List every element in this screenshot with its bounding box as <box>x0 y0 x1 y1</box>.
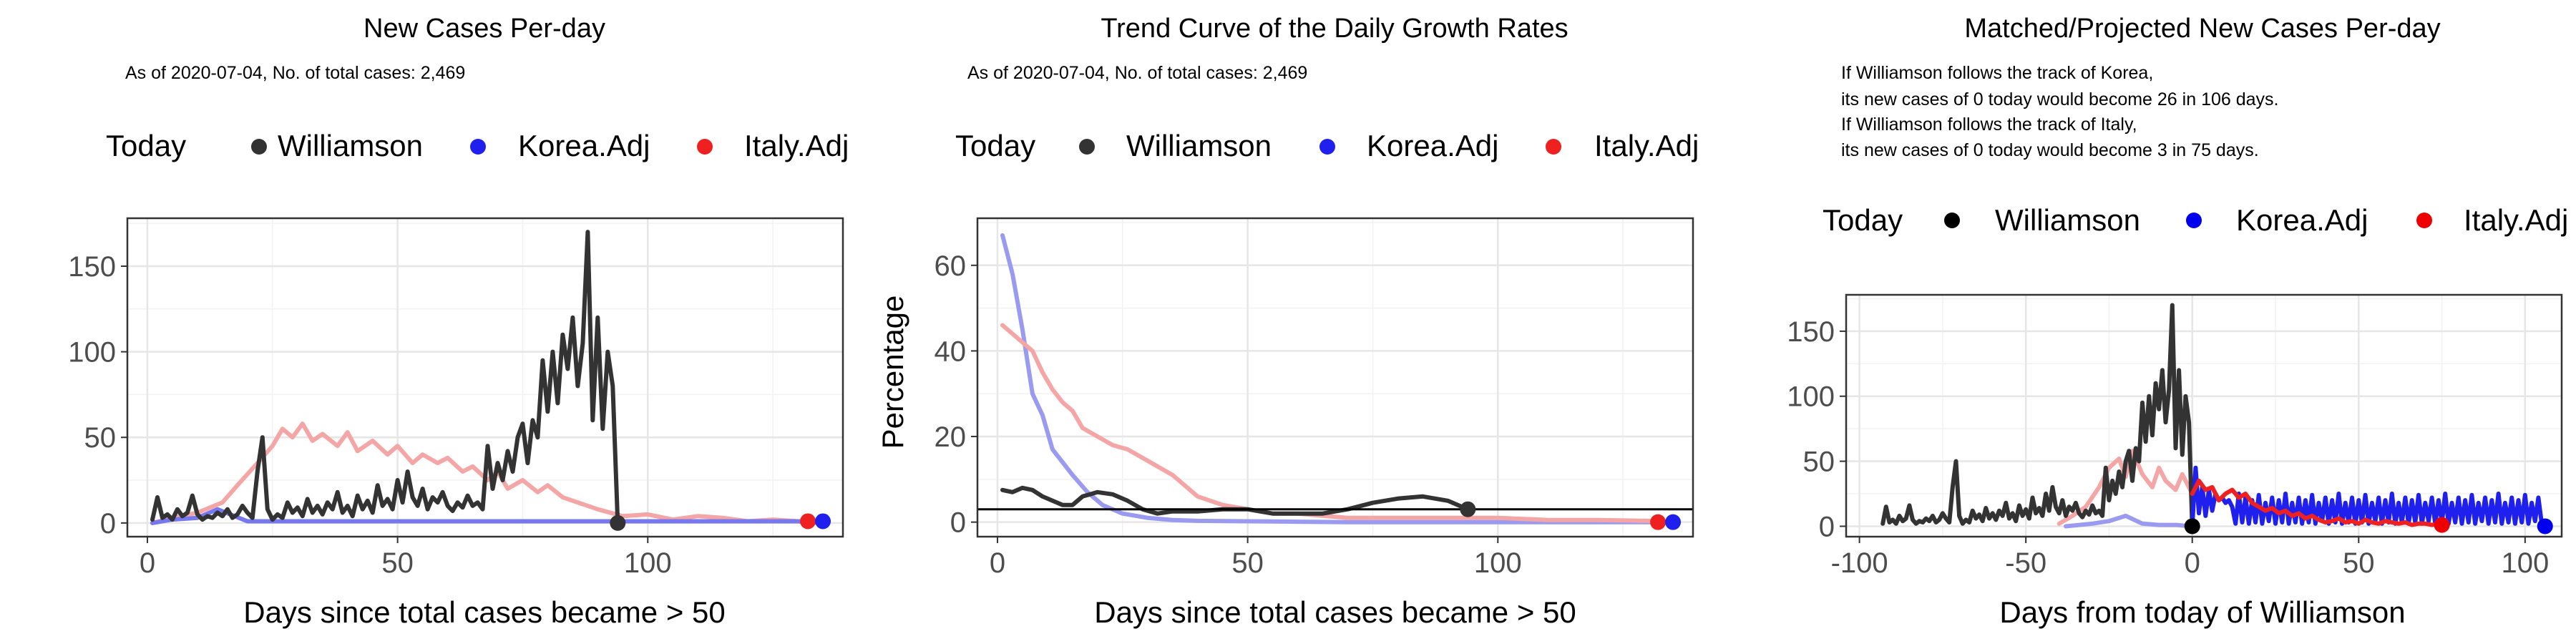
panel-subtitle-line-4: its new cases of 0 today would become 3 … <box>1841 140 2259 160</box>
series-group <box>150 230 825 525</box>
x-tick-label: 0 <box>2185 547 2200 579</box>
y-tick-label: 50 <box>84 422 117 454</box>
panel-projected-cases: Matched/Projected New Cases Per-day If W… <box>1787 14 2568 629</box>
panel-new-cases: New Cases Per-day As of 2020-07-04, No. … <box>68 14 849 629</box>
x-tick-label: 100 <box>1474 547 1522 579</box>
y-tick-label: 60 <box>935 250 967 282</box>
series-line-williamson <box>1000 485 1470 516</box>
legend-title: Today <box>955 129 1035 162</box>
legend: Today Williamson Korea.Adj Italy.Adj <box>1823 203 2568 237</box>
panel-subtitle-line-1: If Williamson follows the track of Korea… <box>1841 63 2153 83</box>
x-tick-label: -100 <box>1831 547 1888 579</box>
plot-border <box>126 217 844 538</box>
x-axis-label: Days since total cases became > 50 <box>243 595 726 629</box>
legend-label-italy: Italy.Adj <box>744 129 849 162</box>
panel-title: Trend Curve of the Daily Growth Rates <box>1101 14 1568 44</box>
series-line-italy-adj <box>150 421 820 525</box>
series-line-korea-adj <box>150 507 825 525</box>
legend-key-williamson <box>1079 139 1095 155</box>
legend-key-korea <box>470 139 486 155</box>
series-group <box>1000 233 1670 525</box>
series-group <box>1880 303 2547 529</box>
y-tick-label: 20 <box>935 421 967 453</box>
legend-key-italy <box>1546 139 1561 155</box>
plot-border <box>976 217 1694 538</box>
plot-background <box>977 218 1693 537</box>
today-marker-williamson <box>610 514 626 531</box>
series-line-italy-adj-history <box>2057 449 2195 526</box>
y-tick-label: 50 <box>1803 447 1835 478</box>
legend-title: Today <box>106 129 186 162</box>
panel-title: New Cases Per-day <box>364 14 605 44</box>
x-axis-label: Days from today of Williamson <box>1999 595 2405 629</box>
y-tick-label: 150 <box>68 251 116 283</box>
today-marker-williamson <box>1460 501 1476 517</box>
legend-key-italy <box>697 139 713 155</box>
legend-label-korea: Korea.Adj <box>518 129 650 162</box>
today-marker-italy-adj <box>2434 517 2450 533</box>
x-tick-label: 0 <box>140 547 155 579</box>
legend-label-williamson: Williamson <box>1126 129 1272 162</box>
panel-subtitle-line-2: its new cases of 0 today would become 26… <box>1841 89 2278 109</box>
series-line-korea-adj-history <box>2064 513 2195 529</box>
legend: Today Williamson Korea.Adj Italy.Adj <box>106 129 849 162</box>
y-tick-label: 40 <box>935 336 967 367</box>
series-line-italy-adj <box>2190 478 2444 527</box>
series-line-williamson <box>1880 303 2195 529</box>
x-tick-label: 100 <box>624 547 672 579</box>
x-tick-label: 50 <box>2343 547 2375 579</box>
series-line-williamson <box>150 230 620 525</box>
legend-label-williamson: Williamson <box>1995 203 2140 237</box>
plot-area: 0 50 100 0 20 40 60 <box>935 217 1694 579</box>
legend-key-williamson <box>1944 213 1960 228</box>
legend-key-italy <box>2416 213 2432 228</box>
today-marker-williamson <box>2184 518 2200 535</box>
y-tick-label: 150 <box>1787 316 1835 348</box>
legend-key-williamson <box>251 139 267 155</box>
legend-label-italy: Italy.Adj <box>1594 129 1699 162</box>
series-line-korea-adj <box>2190 465 2547 529</box>
plot-border <box>1845 293 2563 538</box>
x-tick-label: 0 <box>990 547 1005 579</box>
legend-key-korea <box>2186 213 2202 228</box>
y-tick-label: 100 <box>68 337 116 369</box>
today-marker-italy-adj <box>800 513 816 530</box>
series-line-korea-adj <box>1000 233 1670 525</box>
y-tick-label: 0 <box>1819 511 1835 542</box>
x-axis-label: Days since total cases became > 50 <box>1094 595 1576 629</box>
legend-title: Today <box>1823 203 1903 237</box>
today-marker-italy-adj <box>1650 514 1667 530</box>
legend-label-italy: Italy.Adj <box>2464 203 2568 237</box>
legend-label-korea: Korea.Adj <box>2236 203 2368 237</box>
x-tick-label: 100 <box>2501 547 2549 579</box>
y-tick-label: 0 <box>100 508 116 540</box>
legend-label-korea: Korea.Adj <box>1367 129 1498 162</box>
today-marker-korea-adj <box>2537 518 2553 535</box>
panel-growth-rates: Trend Curve of the Daily Growth Rates As… <box>876 14 1699 629</box>
legend-key-korea <box>1319 139 1335 155</box>
panel-subtitle: As of 2020-07-04, No. of total cases: 2,… <box>967 63 1307 83</box>
y-tick-label: 100 <box>1787 381 1835 413</box>
panel-title: Matched/Projected New Cases Per-day <box>1964 14 2440 44</box>
legend-label-williamson: Williamson <box>278 129 423 162</box>
plot-area: 0 50 100 0 50 100 150 <box>68 217 844 579</box>
y-tick-label: 0 <box>950 507 966 539</box>
series-line-italy-adj <box>1000 323 1670 525</box>
legend: Today Williamson Korea.Adj Italy.Adj <box>955 129 1699 162</box>
today-marker-korea-adj <box>815 513 831 530</box>
today-marker-korea-adj <box>1665 514 1682 530</box>
x-tick-label: 50 <box>381 547 414 579</box>
panel-subtitle-line-3: If Williamson follows the track of Italy… <box>1841 114 2137 135</box>
panel-subtitle: As of 2020-07-04, No. of total cases: 2,… <box>125 63 465 83</box>
plot-area: -100 -50 0 50 100 0 50 100 150 <box>1787 293 2563 579</box>
x-tick-label: -50 <box>2005 547 2046 579</box>
x-tick-label: 50 <box>1231 547 1264 579</box>
y-axis-label: Percentage <box>876 296 909 449</box>
